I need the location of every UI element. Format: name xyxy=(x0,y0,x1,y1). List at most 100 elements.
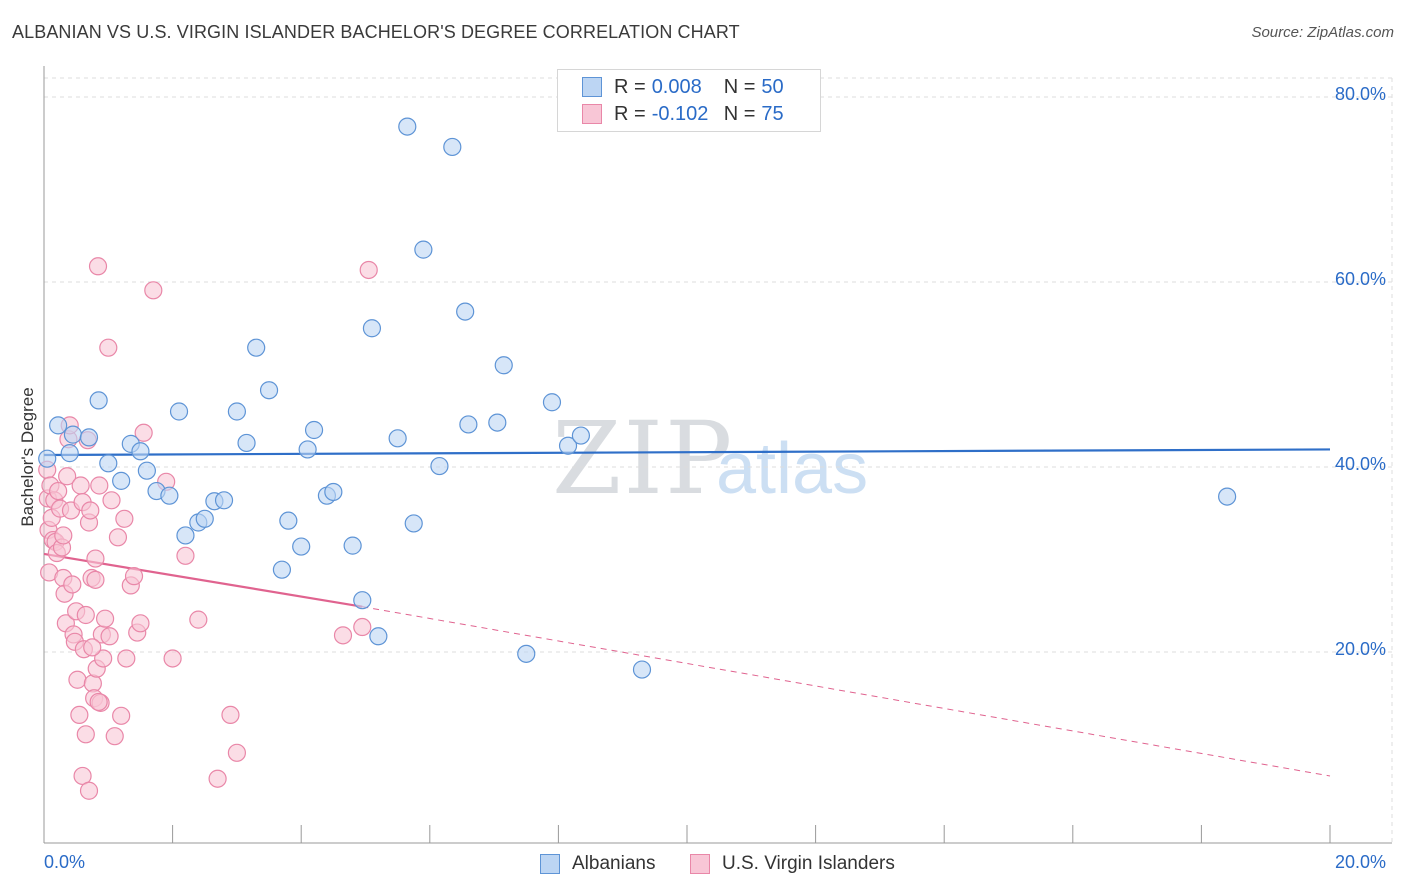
virgin-islanders-legend-swatch xyxy=(690,854,710,874)
albanian-point xyxy=(247,338,266,357)
chart-title: ALBANIAN VS U.S. VIRGIN ISLANDER BACHELO… xyxy=(12,22,740,42)
y-tick-label: 60.0% xyxy=(1335,269,1387,289)
virgin-islander-point xyxy=(86,570,105,589)
virgin-islander-point xyxy=(95,609,115,628)
virgin-islander-point xyxy=(102,491,121,510)
virgin-islander-point xyxy=(144,281,163,300)
virgin-islander-point xyxy=(221,705,240,725)
virgin-islander-point xyxy=(76,605,95,625)
x-tick-label-max: 20.0% xyxy=(1335,852,1387,872)
data-points xyxy=(38,117,1237,800)
virgin-islander-point xyxy=(81,501,100,520)
albanian-point xyxy=(558,436,578,455)
virgin-islander-point xyxy=(58,467,77,486)
series-legend-virgin-islanders[interactable]: U.S. Virgin Islanders xyxy=(690,850,895,878)
albanian-point xyxy=(169,402,189,421)
albanian-point xyxy=(49,416,68,435)
albanian-point xyxy=(488,413,507,432)
albanian-point xyxy=(298,440,317,459)
albanians-legend-label: Albanians xyxy=(572,853,656,874)
legend-r-label: R = xyxy=(614,102,646,125)
virgin-islander-point xyxy=(76,725,95,744)
albanian-point xyxy=(137,461,156,480)
albanian-point xyxy=(443,137,462,157)
albanian-point xyxy=(214,491,234,510)
albanian-point xyxy=(494,356,513,375)
virgin-islander-point xyxy=(112,706,131,725)
albanian-point xyxy=(60,444,79,463)
albanian-point xyxy=(430,456,449,476)
virgin-islander-point xyxy=(89,692,108,712)
virgin-islanders-n-value: 75 xyxy=(761,102,784,125)
virgin-islander-point xyxy=(94,649,113,668)
albanian-point xyxy=(324,482,343,502)
grid-lines xyxy=(44,77,1393,843)
virgin-islander-point xyxy=(63,575,82,594)
albanian-point xyxy=(237,433,256,453)
y-tick-label: 80.0% xyxy=(1335,84,1387,104)
albanian-point xyxy=(292,537,311,556)
virgin-islander-point xyxy=(176,546,195,565)
virgin-islander-point xyxy=(90,476,109,495)
albanian-point xyxy=(304,420,324,440)
legend-r-label: R = xyxy=(614,75,646,98)
virgin-islander-point xyxy=(353,617,372,637)
y-tick-label: 40.0% xyxy=(1335,454,1387,474)
series-legend-albanians[interactable]: Albanians xyxy=(540,850,655,878)
albanian-point xyxy=(369,627,388,646)
virgin-islander-point xyxy=(163,649,182,668)
albanian-point xyxy=(99,454,118,473)
albanian-point xyxy=(131,442,150,461)
albanian-point xyxy=(160,486,179,505)
albanian-point xyxy=(79,428,99,447)
virgin-islander-point xyxy=(117,649,136,668)
albanian-point xyxy=(456,302,475,321)
legend-row-virgin-islanders: R = -0.102 N = 75 xyxy=(582,101,784,127)
correlation-legend: R = 0.008 N = 50 R = -0.102 N = 75 xyxy=(557,69,821,132)
virgin-islander-point xyxy=(227,743,246,762)
virgin-islander-point xyxy=(189,610,208,629)
albanian-point xyxy=(517,644,536,663)
virgin-islander-point xyxy=(100,627,119,646)
virgin-islanders-swatch xyxy=(582,104,602,124)
legend-row-albanians: R = 0.008 N = 50 xyxy=(582,74,784,100)
albanian-point xyxy=(362,319,382,338)
albanian-point xyxy=(343,536,362,555)
albanians-swatch xyxy=(582,77,602,97)
virgin-islanders-r-value: -0.102 xyxy=(651,102,709,125)
virgin-islanders-legend-label: U.S. Virgin Islanders xyxy=(722,853,895,874)
albanian-point xyxy=(353,591,372,610)
albanian-point xyxy=(404,514,423,533)
albanians-trend-line xyxy=(43,448,1331,457)
virgin-islander-point xyxy=(359,260,378,280)
albanian-point xyxy=(176,526,195,545)
virgin-islander-point xyxy=(54,526,73,545)
albanian-point xyxy=(227,402,246,421)
watermark-atlas: atlas xyxy=(716,429,869,509)
x-tick-label-min: 0.0% xyxy=(44,852,86,872)
source-credit: Source: ZipAtlas.com xyxy=(1251,24,1394,41)
trend-lines xyxy=(43,448,1331,777)
albanian-point xyxy=(272,560,292,579)
virgin-islander-point xyxy=(88,257,108,276)
virgin-islander-point xyxy=(333,626,353,645)
albanians-n-value: 50 xyxy=(761,75,784,98)
virgin-islander-point xyxy=(79,781,99,800)
virgin-islander-point xyxy=(68,670,87,689)
virgin-islander-point xyxy=(99,338,118,357)
virgin-islander-point xyxy=(208,769,227,788)
albanian-point xyxy=(112,471,131,490)
albanian-point xyxy=(414,240,433,259)
albanian-point xyxy=(632,660,652,679)
albanian-point xyxy=(398,117,417,136)
virgin-islander-point xyxy=(70,705,89,725)
watermark-zip: ZIP xyxy=(552,400,735,517)
virgin-islander-point xyxy=(83,638,102,657)
virgin-islander-point xyxy=(134,423,153,442)
virgin-islander-point xyxy=(71,476,90,495)
albanians-legend-swatch xyxy=(540,854,560,874)
legend-n-label: N = xyxy=(723,102,756,125)
virgin-islander-point xyxy=(108,528,128,547)
legend-n-label: N = xyxy=(723,75,756,98)
